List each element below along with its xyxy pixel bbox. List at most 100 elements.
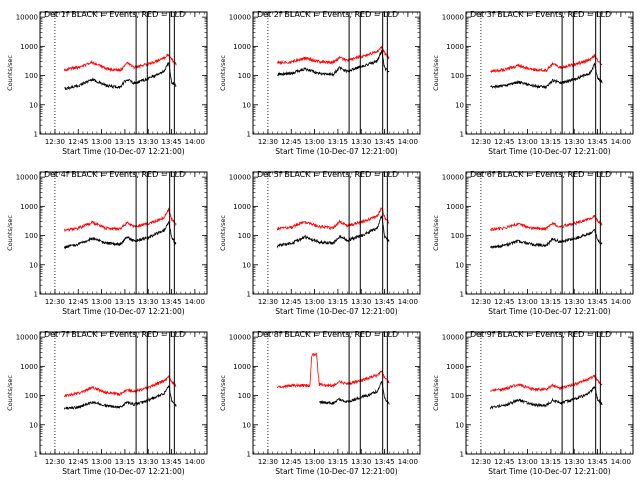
y-axis-label: Counts/sec bbox=[432, 215, 440, 251]
x-tick-label: 13:15 bbox=[541, 458, 561, 466]
lld-series-line bbox=[63, 375, 177, 398]
x-axis-label: Start Time (10-Dec-07 12:21:00) bbox=[488, 307, 610, 316]
x-tick-label: 13:45 bbox=[587, 298, 607, 306]
x-tick-label: 13:00 bbox=[91, 298, 111, 306]
x-tick-label: 12:45 bbox=[494, 138, 514, 146]
detector-panel: Det 7f BLACK = Events, RED = LLD Counts/s… bbox=[6, 330, 208, 476]
x-tick-label: 12:45 bbox=[281, 138, 301, 146]
x-tick-label: 12:45 bbox=[68, 458, 88, 466]
x-tick-label: 13:00 bbox=[304, 138, 324, 146]
y-tick-label: 1 bbox=[34, 291, 38, 299]
y-tick-label: 1 bbox=[247, 291, 251, 299]
y-tick-label: 100 bbox=[238, 392, 251, 400]
x-tick-label: 13:30 bbox=[138, 458, 158, 466]
y-tick-label: 10000 bbox=[442, 14, 464, 22]
x-tick-label: 14:00 bbox=[185, 298, 205, 306]
y-tick-label: 10 bbox=[242, 421, 251, 429]
x-tick-label: 12:45 bbox=[494, 458, 514, 466]
panel-title: Det 6f BLACK = Events, RED = LLD bbox=[470, 170, 611, 179]
lld-series-line bbox=[276, 207, 390, 231]
x-tick-label: 12:30 bbox=[471, 458, 491, 466]
y-tick-label: 1000 bbox=[20, 363, 38, 371]
plot-frame bbox=[252, 11, 421, 135]
y-tick-label: 1000 bbox=[446, 203, 464, 211]
y-axis-label: Counts/sec bbox=[432, 375, 440, 411]
lld-series-line bbox=[490, 54, 603, 74]
y-tick-label: 1 bbox=[247, 131, 251, 139]
x-tick-label: 13:30 bbox=[138, 138, 158, 146]
x-tick-label: 12:30 bbox=[258, 138, 278, 146]
y-tick-label: 1 bbox=[460, 451, 464, 459]
y-tick-label: 1000 bbox=[20, 43, 38, 51]
plot-frame bbox=[252, 171, 421, 295]
y-axis-label: Counts/sec bbox=[219, 375, 227, 411]
x-axis-label: Start Time (10-Dec-07 12:21:00) bbox=[62, 467, 184, 476]
x-tick-label: 12:30 bbox=[45, 458, 65, 466]
lld-series-line bbox=[63, 53, 177, 72]
y-tick-label: 10000 bbox=[16, 334, 38, 342]
x-tick-label: 13:00 bbox=[517, 458, 537, 466]
x-tick-label: 12:30 bbox=[258, 298, 278, 306]
events-series-line bbox=[63, 221, 177, 250]
y-tick-label: 10 bbox=[455, 421, 464, 429]
lld-series-line bbox=[277, 46, 390, 66]
x-tick-label: 12:30 bbox=[258, 458, 278, 466]
x-axis-label: Start Time (10-Dec-07 12:21:00) bbox=[275, 467, 397, 476]
y-tick-label: 100 bbox=[451, 72, 464, 80]
x-tick-label: 13:30 bbox=[138, 298, 158, 306]
y-tick-label: 10 bbox=[29, 261, 38, 269]
x-tick-label: 13:45 bbox=[374, 458, 394, 466]
x-tick-label: 13:00 bbox=[304, 458, 324, 466]
x-axis-label: Start Time (10-Dec-07 12:21:00) bbox=[275, 147, 397, 156]
x-tick-label: 14:00 bbox=[398, 298, 418, 306]
plot-frame bbox=[465, 331, 634, 455]
plot-frame bbox=[252, 331, 421, 455]
events-series-line bbox=[276, 214, 390, 249]
x-tick-label: 13:45 bbox=[374, 298, 394, 306]
y-axis-label: Counts/sec bbox=[6, 375, 14, 411]
x-tick-label: 13:15 bbox=[541, 298, 561, 306]
detector-panel: Det 5f BLACK = Events, RED = LLD Counts/s… bbox=[219, 170, 421, 316]
y-tick-label: 1 bbox=[34, 131, 38, 139]
panel-title: Det 4f BLACK = Events, RED = LLD bbox=[44, 170, 185, 179]
y-tick-label: 10000 bbox=[229, 334, 251, 342]
x-tick-label: 12:30 bbox=[45, 138, 65, 146]
y-axis-label: Counts/sec bbox=[6, 215, 14, 251]
events-series-line bbox=[489, 228, 603, 250]
x-tick-label: 13:45 bbox=[161, 298, 181, 306]
x-tick-label: 13:45 bbox=[374, 138, 394, 146]
x-tick-label: 14:00 bbox=[611, 298, 631, 306]
x-tick-label: 13:15 bbox=[328, 298, 348, 306]
x-tick-label: 12:30 bbox=[471, 138, 491, 146]
x-tick-label: 12:30 bbox=[45, 298, 65, 306]
x-tick-label: 13:15 bbox=[115, 458, 135, 466]
x-axis-label: Start Time (10-Dec-07 12:21:00) bbox=[62, 147, 184, 156]
y-tick-label: 10000 bbox=[229, 174, 251, 182]
x-tick-label: 12:45 bbox=[494, 298, 514, 306]
panel-title: Det 3f BLACK = Events, RED = LLD bbox=[470, 10, 611, 19]
lld-series-line bbox=[490, 214, 603, 232]
events-series-line bbox=[63, 385, 177, 411]
plot-frame bbox=[39, 331, 208, 455]
plot-frame bbox=[39, 171, 208, 295]
lld-series-line bbox=[63, 207, 177, 233]
x-axis-label: Start Time (10-Dec-07 12:21:00) bbox=[275, 307, 397, 316]
x-tick-label: 13:15 bbox=[115, 298, 135, 306]
y-axis-label: Counts/sec bbox=[219, 55, 227, 91]
detector-panel: Det 9f BLACK = Events, RED = LLD Counts/s… bbox=[432, 330, 634, 476]
x-tick-label: 13:30 bbox=[564, 298, 584, 306]
events-series-line bbox=[64, 62, 177, 91]
detector-panel: Det 4f BLACK = Events, RED = LLD Counts/s… bbox=[6, 170, 208, 316]
y-tick-label: 10 bbox=[29, 421, 38, 429]
x-tick-label: 12:45 bbox=[68, 138, 88, 146]
events-series-line bbox=[489, 386, 603, 410]
y-tick-label: 1000 bbox=[233, 363, 251, 371]
y-axis-label: Counts/sec bbox=[6, 55, 14, 91]
panel-title: Det 5f BLACK = Events, RED = LLD bbox=[257, 170, 398, 179]
x-tick-label: 13:15 bbox=[328, 138, 348, 146]
x-tick-label: 14:00 bbox=[611, 458, 631, 466]
detector-panel: Det 3f BLACK = Events, RED = LLD Counts/s… bbox=[432, 10, 634, 156]
x-tick-label: 13:30 bbox=[351, 138, 371, 146]
x-tick-label: 13:00 bbox=[517, 138, 537, 146]
x-tick-label: 13:45 bbox=[587, 458, 607, 466]
